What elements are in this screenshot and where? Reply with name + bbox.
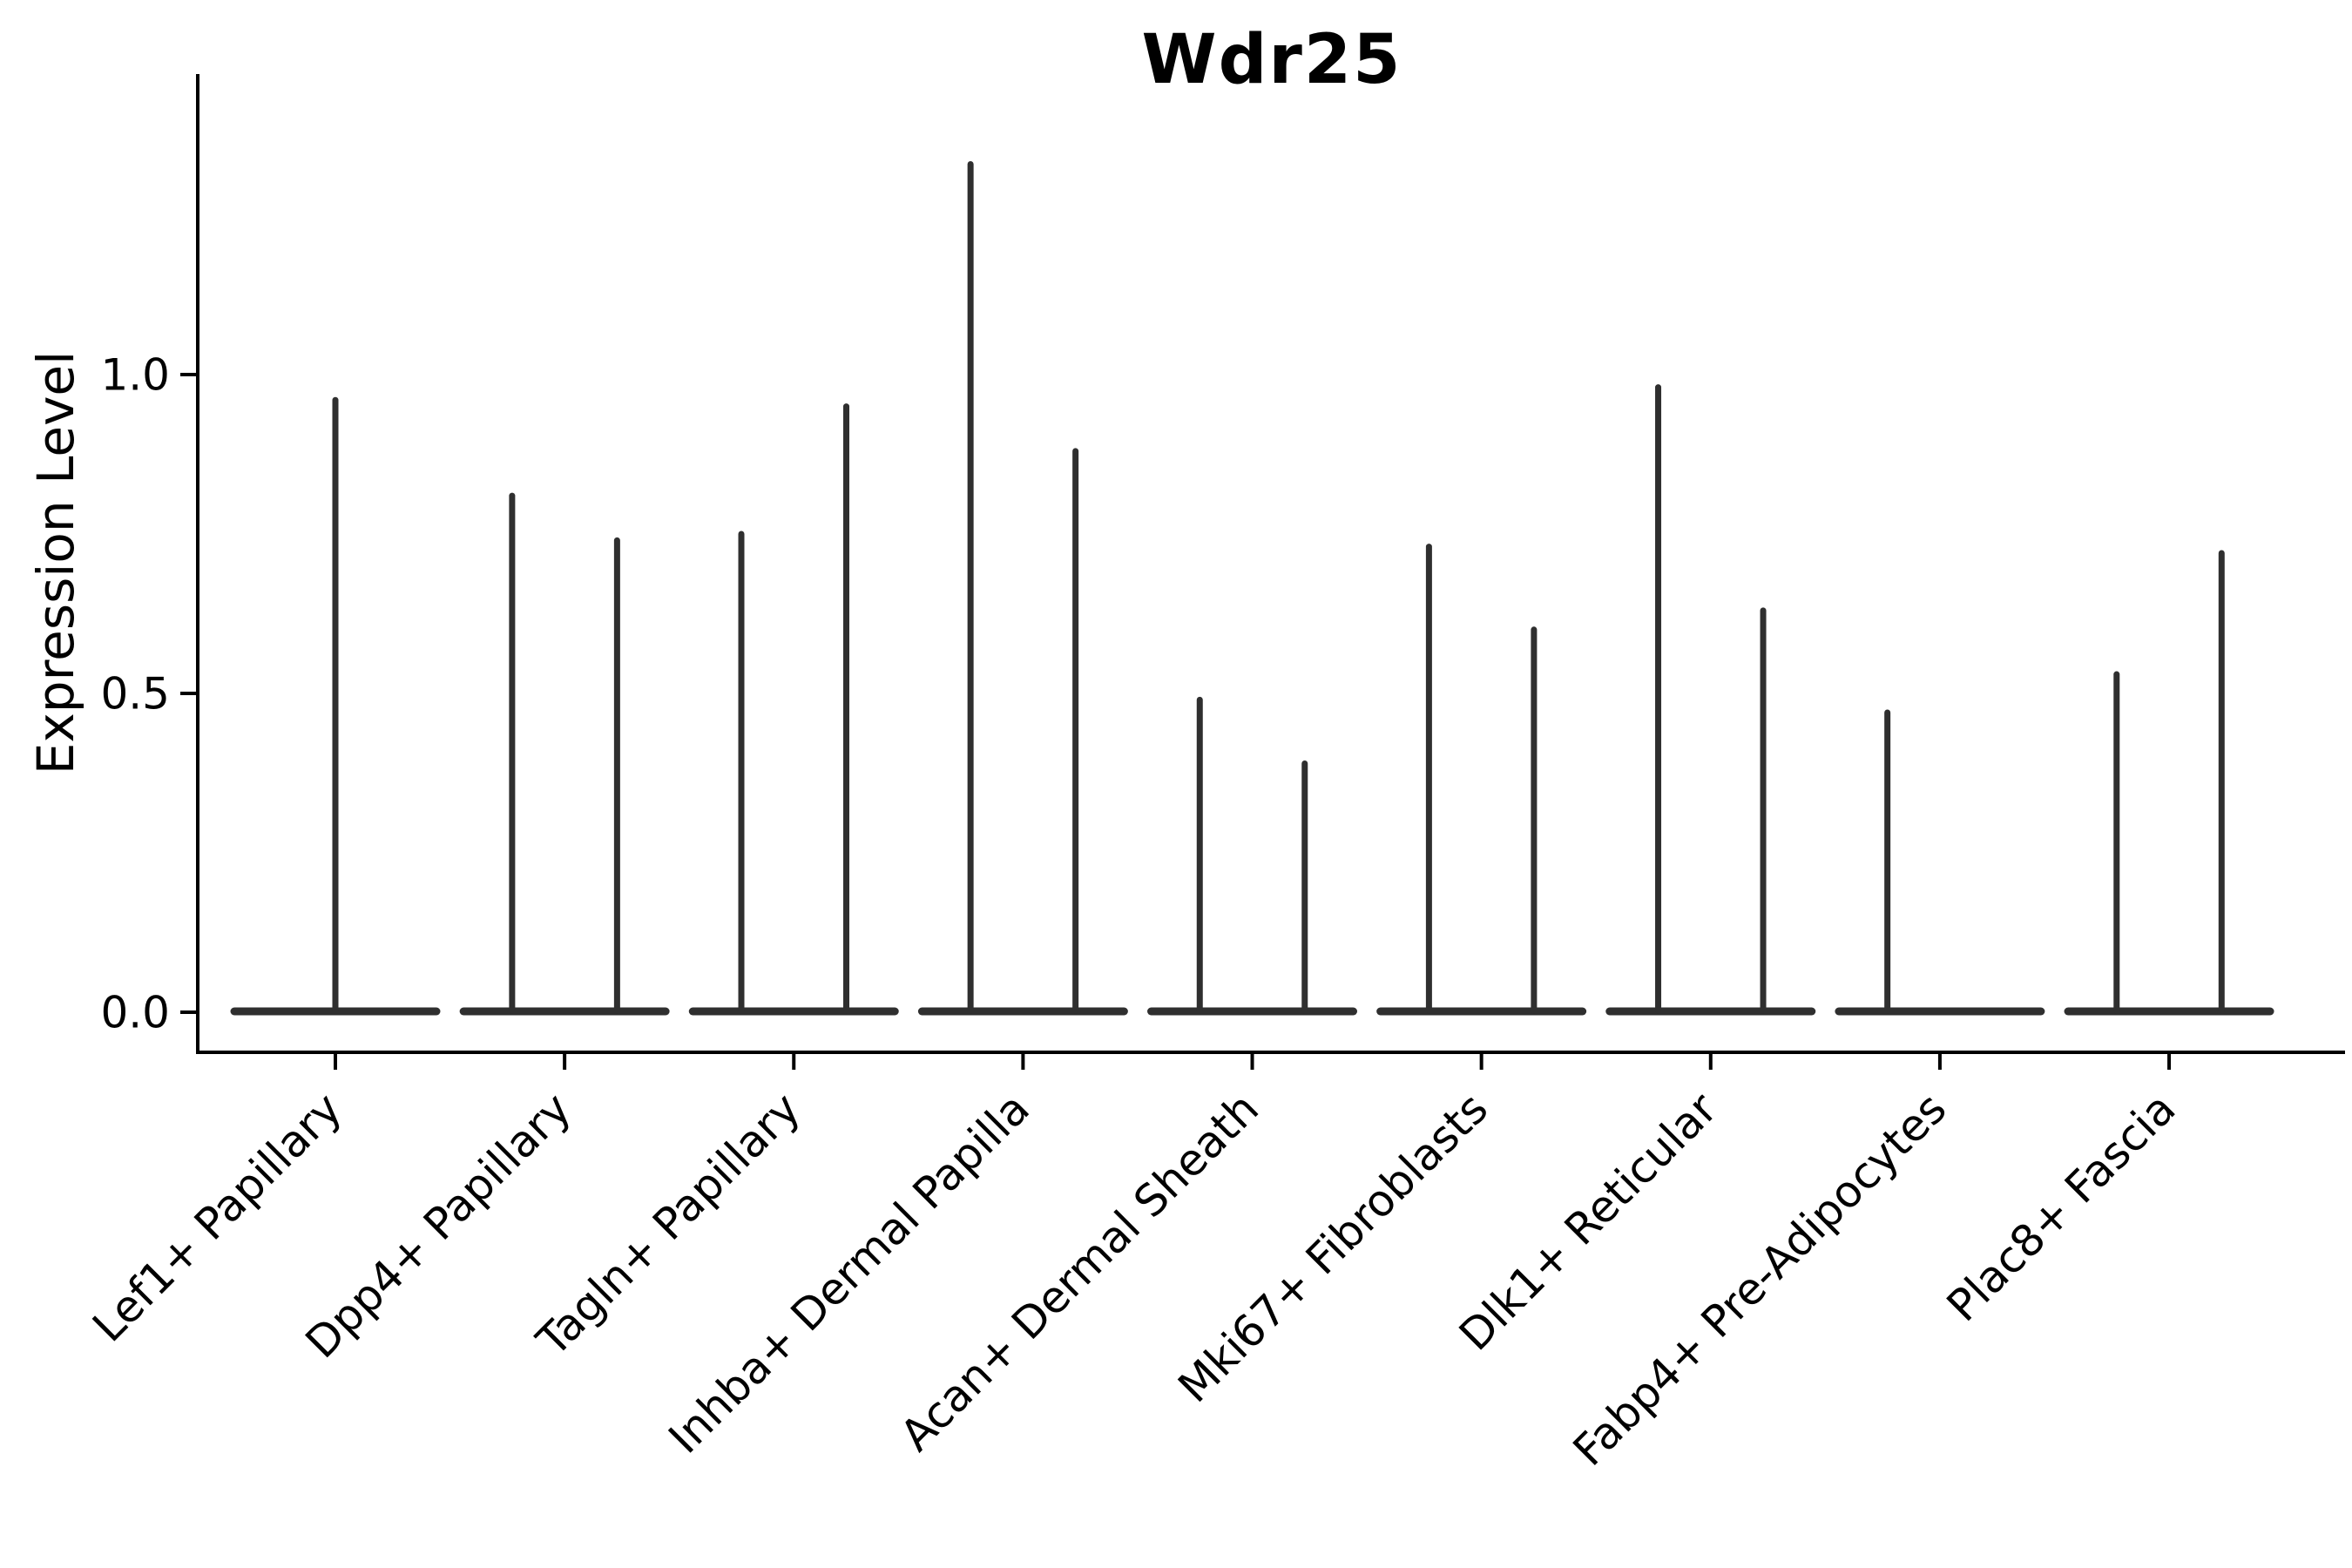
y-tick-label: 0.5	[100, 669, 170, 720]
chart-title: Wdr25	[1141, 21, 1402, 99]
x-category-label: Lef1+ Papillary	[83, 1083, 351, 1351]
x-category-label: Fabp4+ Pre-Adipocytes	[1564, 1083, 1957, 1476]
y-tick-label: 0.0	[100, 988, 170, 1038]
x-category-label: Plac8+ Fascia	[1937, 1083, 2186, 1331]
y-tick-label: 1.0	[100, 350, 170, 401]
